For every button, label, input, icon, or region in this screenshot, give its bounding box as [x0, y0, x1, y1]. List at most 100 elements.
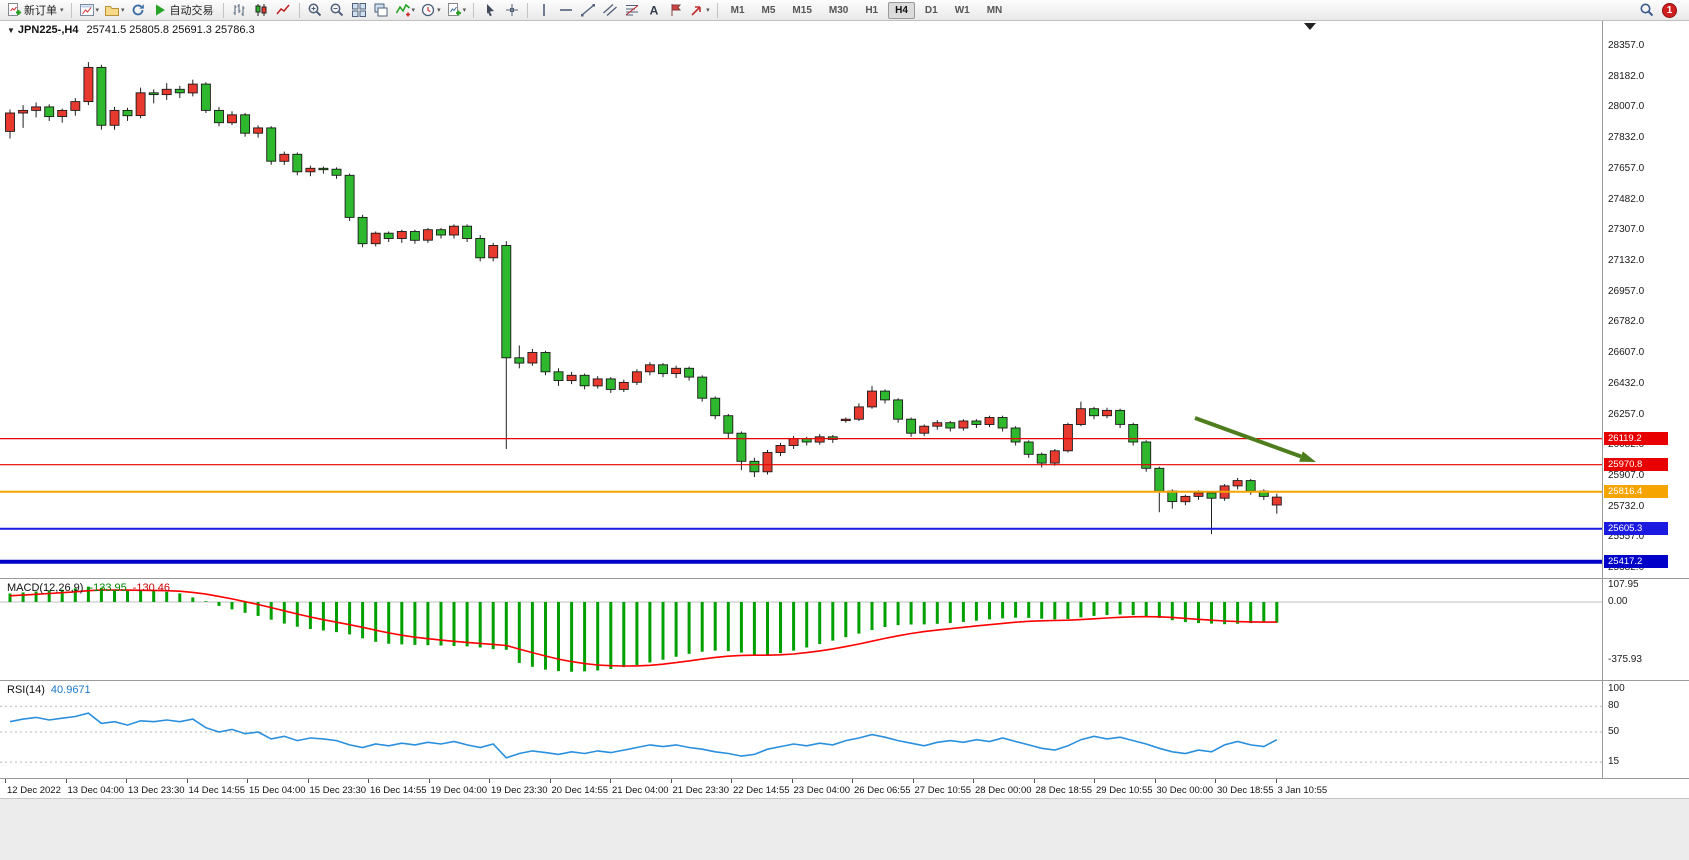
candlestick-chart-button[interactable]: [251, 1, 272, 20]
notification-badge[interactable]: 1: [1662, 2, 1677, 18]
time-tick: [126, 779, 127, 783]
refresh-button[interactable]: [128, 1, 149, 20]
time-label: 23 Dec 04:00: [793, 785, 851, 796]
macd-axis[interactable]: 107.95 0.00 -375.93: [1602, 579, 1689, 680]
price-tick-label: 28007.0: [1608, 101, 1645, 113]
profiles-button[interactable]: ▾: [102, 1, 127, 20]
bar-chart-button[interactable]: [229, 1, 250, 20]
price-line-badge: 25816.4: [1604, 485, 1668, 499]
rsi-label: RSI(14) 40.9671: [7, 684, 91, 696]
timeframe-d1-button[interactable]: D1: [924, 4, 938, 16]
channel-icon: [602, 4, 617, 16]
toolbar-separator: [716, 2, 718, 18]
periods-button[interactable]: ▾: [418, 1, 443, 20]
timeframe-m5-button[interactable]: M5: [761, 4, 776, 16]
time-label: 28 Dec 18:55: [1035, 785, 1093, 796]
ohlc-values: 25741.5 25805.8 25691.3 25786.3: [86, 24, 255, 36]
timeframe-mn-button[interactable]: MN: [986, 4, 1003, 16]
tile-windows-button[interactable]: [349, 1, 370, 20]
time-tick: [247, 779, 248, 783]
crosshair-button[interactable]: [501, 1, 522, 20]
zoom-in-button[interactable]: [305, 1, 326, 20]
macd-signal-value: -130.46: [132, 582, 171, 594]
text-icon: A: [649, 4, 658, 18]
new-order-label: 新订单: [24, 5, 57, 17]
timeframe-m1-button[interactable]: M1: [730, 4, 745, 16]
timeframe-w1-button[interactable]: W1: [954, 4, 970, 16]
zoom-out-button[interactable]: [327, 1, 348, 20]
macd-chart[interactable]: [0, 579, 1602, 681]
new-chart-icon: [79, 4, 94, 16]
time-label: 21 Dec 23:30: [672, 785, 730, 796]
fibonacci-icon: [625, 5, 638, 16]
price-tick-label: 26257.0: [1608, 408, 1645, 420]
price-pane[interactable]: 28357.0 28182.0 28007.0 27832.0 27657.0 27482…: [0, 21, 1689, 578]
time-tick: [368, 779, 369, 783]
vertical-line-icon: [542, 4, 545, 16]
new-chart-button[interactable]: ▾: [77, 1, 102, 20]
timeframe-m15-button[interactable]: M15: [792, 4, 812, 16]
time-label: 26 Dec 06:55: [854, 785, 911, 796]
rsi-tick-label: 80: [1608, 700, 1620, 712]
timeframe-h4-button[interactable]: H4: [888, 1, 915, 19]
horizontal-line-button[interactable]: [555, 1, 576, 20]
time-tick: [1275, 779, 1277, 783]
macd-tick-label: -375.93: [1608, 654, 1642, 665]
fibonacci-button[interactable]: [621, 1, 642, 20]
chart-title: ▼ JPN225-,H4 25741.5 25805.8 25691.3 25786…: [7, 24, 255, 36]
text-button[interactable]: A: [643, 1, 664, 20]
toolbar-separator: [473, 2, 475, 18]
new-order-button[interactable]: 新订单 ▾: [4, 1, 66, 20]
trendline-button[interactable]: [577, 1, 598, 20]
vertical-line-button[interactable]: [533, 1, 554, 20]
price-tick-label: 25907.0: [1608, 469, 1645, 481]
zoom-out-icon: [330, 3, 344, 17]
price-tick-label: 27307.0: [1608, 224, 1645, 236]
time-tick: [1215, 779, 1216, 783]
time-tick: [610, 779, 611, 783]
time-axis[interactable]: 12 Dec 2022 13 Dec 04:00 13 Dec 23:30 14 De…: [0, 778, 1689, 798]
templates-icon: [447, 3, 461, 16]
time-tick: [670, 779, 672, 783]
candlestick-chart[interactable]: [0, 21, 1602, 578]
rsi-chart[interactable]: [0, 681, 1602, 779]
price-tick-label: 26607.0: [1608, 347, 1645, 359]
cursor-button[interactable]: [479, 1, 500, 20]
search-button[interactable]: [1636, 1, 1657, 20]
timeframe-m30-button[interactable]: M30: [828, 4, 849, 16]
indicators-button[interactable]: ▾: [393, 1, 418, 20]
time-tick: [1094, 779, 1095, 783]
time-tick: [549, 779, 551, 783]
time-tick: [65, 779, 67, 783]
text-label-button[interactable]: [665, 1, 686, 20]
time-label: 27 Dec 10:55: [914, 785, 972, 796]
price-tick-label: 27832.0: [1608, 132, 1645, 144]
channel-button[interactable]: [599, 1, 620, 20]
indicators-icon: [395, 3, 410, 17]
price-tick-label: 28357.0: [1608, 40, 1645, 51]
chevron-down-icon: ▾: [437, 7, 441, 14]
text-label-icon: [671, 4, 681, 16]
rsi-pane[interactable]: 100 80 50 15 RSI(14) 40.9671: [0, 680, 1689, 778]
rsi-axis[interactable]: 100 80 50 15: [1602, 681, 1689, 778]
bar-chart-icon: [233, 4, 245, 16]
cascade-windows-button[interactable]: [371, 1, 392, 20]
time-label: 16 Dec 14:55: [370, 785, 427, 796]
autotrading-button[interactable]: 自动交易: [150, 1, 218, 20]
crosshair-icon: [505, 4, 518, 16]
time-tick: [186, 779, 188, 783]
price-tick-label: 28182.0: [1608, 70, 1645, 82]
price-tick-label: 27482.0: [1608, 193, 1645, 205]
macd-pane[interactable]: 107.95 0.00 -375.93 MACD(12,26,9) -133.95 -1…: [0, 578, 1689, 680]
collapse-icon[interactable]: ▼: [7, 26, 15, 35]
timeframe-h1-button[interactable]: H1: [865, 4, 879, 16]
line-chart-button[interactable]: [273, 1, 294, 20]
time-tick: [912, 779, 914, 783]
time-label: 19 Dec 04:00: [430, 785, 488, 796]
time-label: 29 Dec 10:55: [1096, 785, 1153, 796]
arrows-button[interactable]: ▾: [687, 1, 712, 20]
templates-button[interactable]: ▾: [444, 1, 469, 20]
rsi-tick-label: 50: [1608, 726, 1620, 737]
price-axis[interactable]: 28357.0 28182.0 28007.0 27832.0 27657.0 27482…: [1602, 21, 1689, 578]
cursor-icon: [486, 4, 494, 17]
